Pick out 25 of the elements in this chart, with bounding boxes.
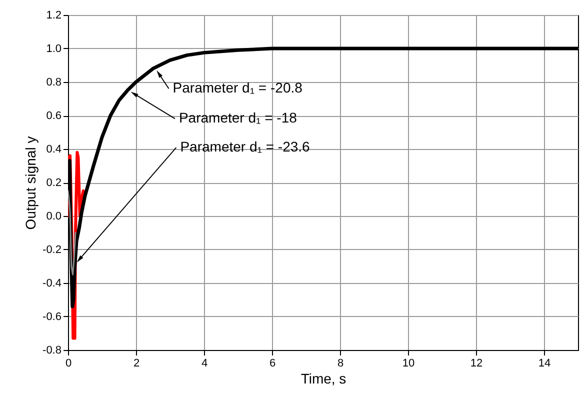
x-tick-label: 4: [201, 358, 208, 370]
x-tick-label: 10: [402, 358, 415, 370]
y-tick-label: -0.4: [42, 278, 62, 290]
y-tick-label: 1.2: [46, 10, 62, 22]
y-tick-label: 0.4: [46, 144, 62, 156]
line-series: [68, 190, 76, 276]
y-tick-label: 0.0: [46, 210, 62, 222]
x-tick-label: 14: [538, 358, 551, 370]
y-tick-label: -0.6: [42, 311, 62, 323]
y-tick-label: 0.6: [46, 110, 62, 122]
y-tick-label: 0.2: [46, 177, 62, 189]
y-axis-title: Output signal y: [22, 136, 39, 230]
x-tick-label: 12: [470, 358, 483, 370]
x-axis-title: Time, s: [300, 370, 346, 386]
annotation: Parameter d₁ = -23.6: [180, 138, 310, 155]
y-tick-label: -0.8: [42, 344, 62, 356]
y-tick-label: 0.8: [46, 76, 62, 88]
y-tick-label: -0.2: [42, 244, 62, 256]
x-tick-label: 8: [337, 358, 344, 370]
annotation: Parameter d₁ = -18: [178, 110, 298, 126]
x-tick-label: 0: [65, 358, 72, 370]
annotation: Parameter d₁ = -20.8: [172, 80, 303, 96]
x-tick-label: 6: [269, 358, 276, 370]
x-tick-label: 2: [133, 358, 140, 370]
y-tick-label: 1.0: [46, 43, 62, 55]
